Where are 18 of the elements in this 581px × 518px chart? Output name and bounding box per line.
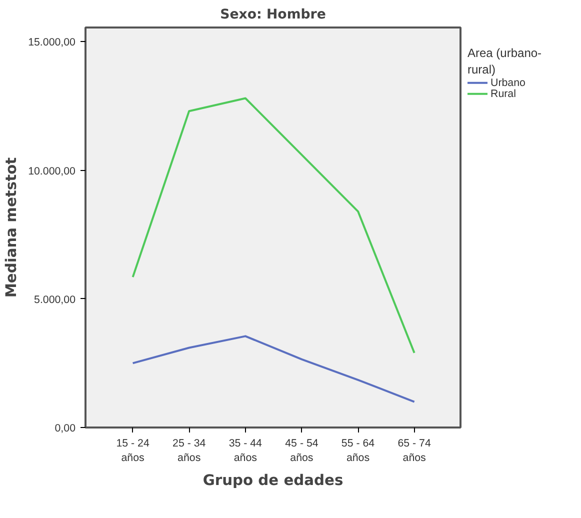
- y-tick-label: 0,00: [54, 422, 76, 434]
- line-series: [132, 335, 416, 403]
- y-tick-label: 10.000,00: [28, 165, 76, 178]
- x-tick-label: 55 - 64 años: [341, 438, 375, 464]
- chart-title: Sexo: Hombre: [220, 8, 326, 22]
- x-tick-label: 45 - 54 años: [285, 438, 318, 464]
- y-axis-title: Mediana metstot: [3, 157, 20, 298]
- legend-label: Rural: [490, 88, 516, 100]
- legend-title: Area (urbano- rural): [468, 46, 542, 77]
- x-tick-label: 65 - 74 años: [398, 438, 431, 464]
- y-tick-label: 15.000,00: [28, 36, 76, 49]
- legend-label: Urbano: [490, 76, 526, 89]
- x-tick-label: 35 - 44 años: [228, 438, 262, 464]
- x-tick-label: 15 - 24 años: [116, 438, 150, 464]
- x-tick-label: 25 - 34 años: [172, 438, 206, 464]
- x-axis-title: Grupo de edades: [202, 472, 344, 489]
- line-series: [132, 97, 416, 354]
- y-tick-label: 5.000,00: [34, 294, 76, 306]
